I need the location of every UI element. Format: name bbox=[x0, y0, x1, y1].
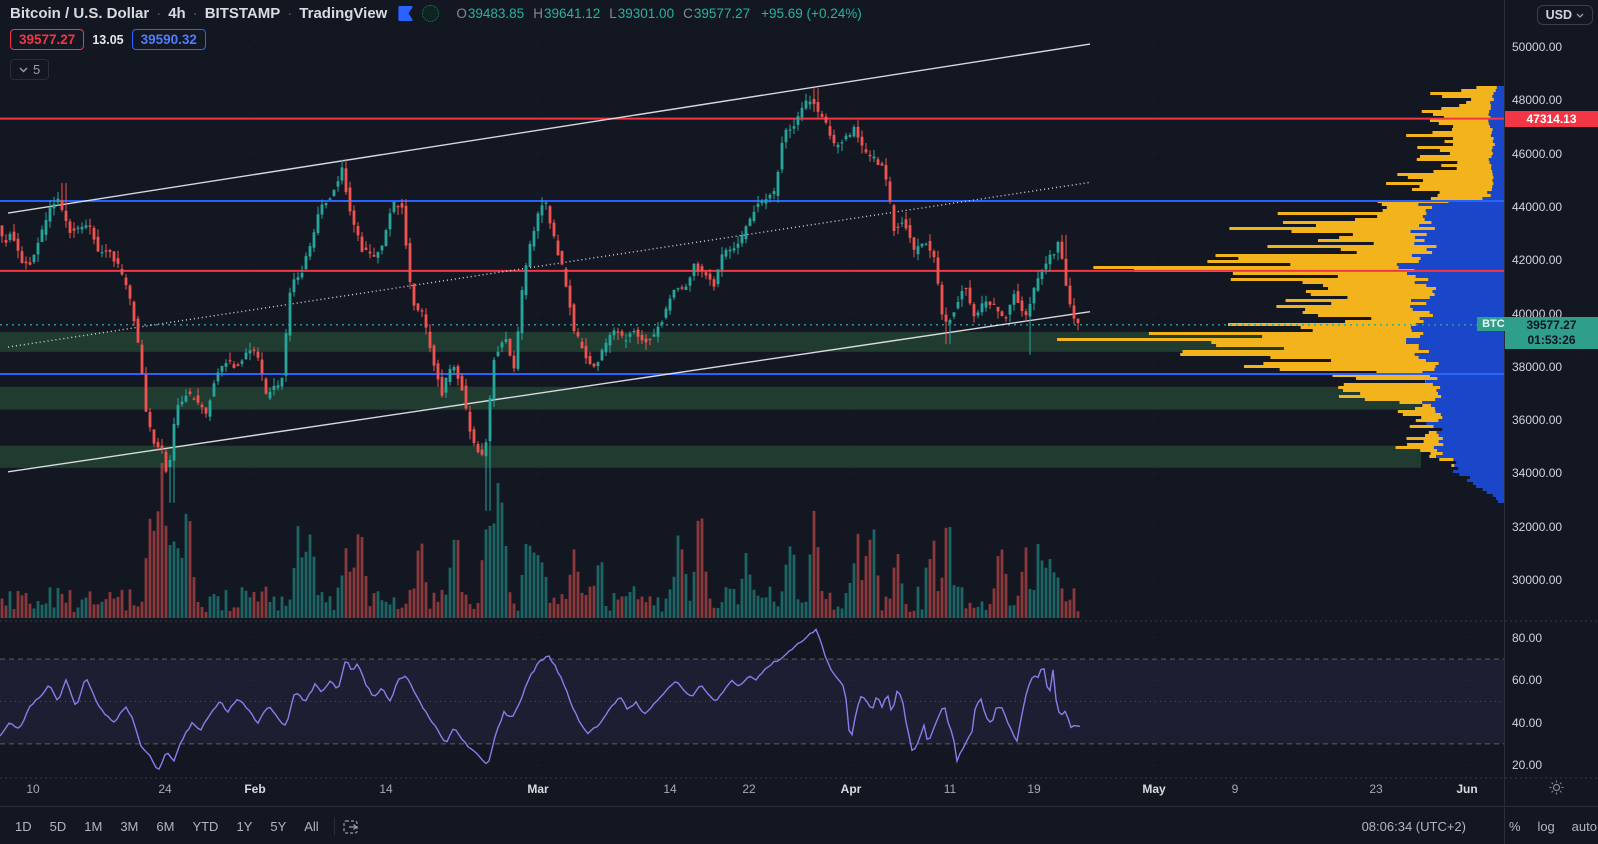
price-axis-tick: 30000.00 bbox=[1512, 573, 1563, 587]
brand-label: TradingView bbox=[299, 5, 388, 22]
range-button-ytd[interactable]: YTD bbox=[192, 818, 219, 834]
current-price-label: 39577.27 01:53:26 bbox=[1505, 316, 1598, 349]
time-axis-tick: Mar bbox=[527, 782, 549, 796]
time-axis-tick: May bbox=[1142, 782, 1166, 796]
time-axis-tick: 24 bbox=[158, 782, 172, 796]
currency-label: USD bbox=[1545, 8, 1572, 22]
resistance-price-label: 47314.13 bbox=[1505, 110, 1598, 127]
time-axis-tick: 14 bbox=[663, 782, 677, 796]
rsi-axis-tick: 20.00 bbox=[1512, 758, 1543, 772]
spread-value: 13.05 bbox=[92, 32, 124, 47]
symbol-title[interactable]: Bitcoin / U.S. Dollar bbox=[10, 5, 150, 22]
volume-profile bbox=[1057, 86, 1504, 503]
range-button-5d[interactable]: 5D bbox=[49, 818, 67, 834]
time-axis-tick: 14 bbox=[379, 782, 393, 796]
current-price-value: 39577.27 bbox=[1526, 317, 1577, 332]
interval-button[interactable]: 4h bbox=[168, 5, 186, 22]
candlesticks bbox=[0, 88, 1080, 511]
price-axis-tick: 50000.00 bbox=[1512, 40, 1563, 54]
bottom-toolbar: 1D 5D 1M 3M 6M YTD 1Y 5Y All 08:06:34 (UTC+2) % l… bbox=[0, 806, 1598, 844]
range-button-5y[interactable]: 5Y bbox=[270, 818, 287, 834]
currency-dropdown[interactable]: USD bbox=[1536, 5, 1593, 25]
change-value: +95.69 (+0.24%) bbox=[761, 6, 862, 21]
price-axis-tick: 44000.00 bbox=[1512, 199, 1563, 214]
rsi-axis-tick: 40.00 bbox=[1512, 715, 1543, 730]
scale-button-auto[interactable]: auto bbox=[1571, 818, 1597, 834]
horizontal-levels bbox=[0, 117, 1504, 375]
rsi-axis-tick: 60.00 bbox=[1512, 673, 1543, 688]
time-axis-tick: Jun bbox=[1456, 782, 1478, 796]
time-axis-tick: 10 bbox=[26, 782, 40, 796]
toolbar-separator bbox=[333, 817, 335, 835]
price-axis-tick: 46000.00 bbox=[1512, 146, 1563, 161]
price-axis-tick: 36000.00 bbox=[1512, 413, 1563, 428]
grid bbox=[0, 0, 1504, 778]
ohlc-item: O39483.85 bbox=[456, 6, 525, 21]
price-axis-tick: 38000.00 bbox=[1512, 359, 1563, 374]
time-axis-tick: 19 bbox=[1027, 782, 1041, 796]
ask-price[interactable]: 39590.32 bbox=[131, 29, 206, 50]
time-axis-tick: 22 bbox=[742, 782, 756, 796]
chart-legend: Bitcoin / U.S. Dollar · 4h · BITSTAMP · … bbox=[10, 5, 862, 80]
source-circle-icon[interactable] bbox=[422, 5, 440, 22]
time-axis-tick: 11 bbox=[943, 782, 957, 796]
theme-sun-icon[interactable] bbox=[1549, 780, 1564, 800]
chevron-down-icon bbox=[19, 67, 28, 72]
scale-button-log[interactable]: log bbox=[1537, 818, 1555, 834]
range-button-3m[interactable]: 3M bbox=[120, 818, 139, 834]
bar-countdown: 01:53:26 bbox=[1527, 332, 1576, 347]
time-axis-tick: Feb bbox=[244, 782, 266, 796]
ohlc-item: L39301.00 bbox=[609, 6, 675, 21]
exchange-label: BITSTAMP bbox=[204, 5, 281, 22]
price-axis-tick: 42000.00 bbox=[1512, 253, 1563, 268]
separator-dot: · bbox=[287, 5, 293, 22]
price-axis-tick: 32000.00 bbox=[1512, 519, 1563, 534]
time-axis-tick: Apr bbox=[840, 782, 862, 796]
trendlines bbox=[7, 43, 1091, 473]
range-buttons: 1D 5D 1M 3M 6M YTD 1Y 5Y All bbox=[8, 816, 326, 837]
range-button-1m[interactable]: 1M bbox=[84, 818, 103, 834]
session-clock[interactable]: 08:06:34 (UTC+2) bbox=[1361, 818, 1466, 834]
ohlc-values: O39483.85 H39641.12 L39301.00 C39577.27 bbox=[456, 6, 750, 21]
rsi-plot bbox=[0, 628, 1504, 771]
scale-button-%[interactable]: % bbox=[1509, 818, 1521, 834]
separator-dot: · bbox=[192, 5, 198, 22]
price-axis-border bbox=[1504, 0, 1505, 844]
price-axis-tick: 34000.00 bbox=[1512, 466, 1563, 481]
supply-demand-zones bbox=[0, 331, 1421, 468]
range-button-6m[interactable]: 6M bbox=[156, 818, 175, 834]
range-button-1d[interactable]: 1D bbox=[15, 818, 32, 834]
range-button-1y[interactable]: 1Y bbox=[236, 818, 253, 834]
ohlc-item: C39577.27 bbox=[683, 6, 751, 21]
separator-dot: · bbox=[156, 5, 162, 22]
indicators-count: 5 bbox=[33, 62, 41, 77]
volume-bars bbox=[0, 462, 1080, 618]
indicators-collapse-chip[interactable]: 5 bbox=[10, 59, 50, 80]
go-to-date-icon[interactable] bbox=[343, 819, 360, 834]
chevron-down-icon bbox=[1576, 13, 1584, 18]
range-button-all[interactable]: All bbox=[304, 818, 319, 834]
ohlc-item: H39641.12 bbox=[533, 6, 601, 21]
flag-icon[interactable] bbox=[398, 6, 414, 21]
time-axis-tick: 23 bbox=[1369, 782, 1383, 796]
bid-price[interactable]: 39577.27 bbox=[10, 29, 85, 50]
rsi-axis-tick: 80.00 bbox=[1512, 631, 1543, 645]
price-axis-tick: 48000.00 bbox=[1512, 93, 1563, 108]
time-axis-tick: 9 bbox=[1231, 782, 1239, 796]
scale-buttons: % log auto bbox=[1509, 819, 1597, 834]
